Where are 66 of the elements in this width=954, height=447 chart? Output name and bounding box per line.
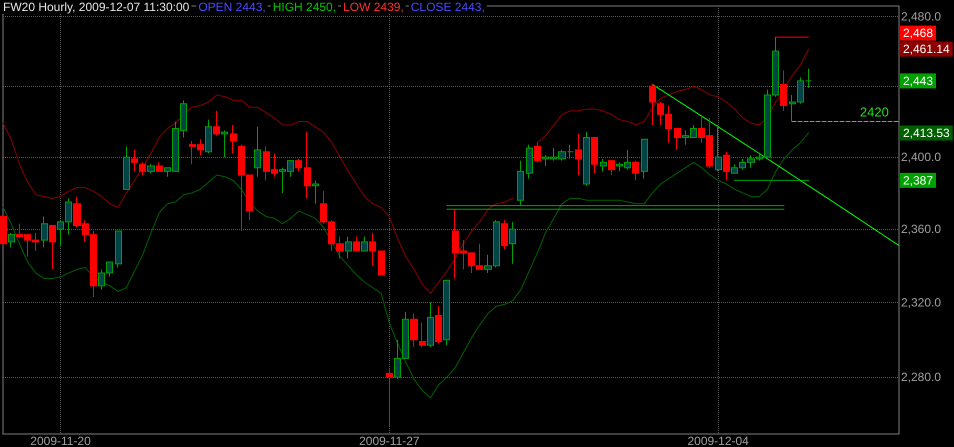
candlestick	[583, 132, 590, 186]
candlestick	[147, 164, 155, 174]
candlestick	[674, 128, 681, 150]
candlestick	[254, 126, 261, 178]
candlestick	[361, 236, 368, 252]
text: 2,468	[903, 26, 934, 40]
annotation: CLOSE 2443,	[410, 0, 485, 14]
candlestick	[312, 180, 319, 204]
candlestick	[8, 232, 15, 248]
candlestick	[632, 160, 639, 181]
candlestick	[723, 151, 730, 181]
text: 2,461.14	[903, 42, 950, 56]
line-series	[2, 132, 810, 398]
candlestick	[410, 313, 418, 348]
line-series	[652, 84, 900, 246]
candlestick	[345, 236, 352, 259]
chart-title: FW20 Hourly, 2009-12-07 11:30:00	[3, 0, 190, 14]
candlestick	[131, 149, 138, 172]
annotation: OPEN 2443,	[198, 0, 266, 14]
candlestick	[139, 162, 146, 176]
x-tick-label: 2009-12-04	[687, 434, 750, 447]
text: 2,387	[903, 173, 934, 188]
candlestick	[115, 230, 122, 268]
y-tick-label: 2,320.0	[901, 296, 942, 310]
y-tick-label: 2,480.0	[901, 9, 942, 24]
candlestick	[591, 136, 598, 174]
candlestick	[123, 146, 130, 190]
text: 2,443	[903, 74, 934, 88]
annotation: LOW 2439,	[343, 0, 404, 14]
candlestick	[608, 160, 615, 176]
candlestick	[780, 70, 787, 112]
candlestick	[427, 302, 434, 348]
candlestick	[600, 158, 607, 172]
candlestick	[205, 119, 212, 154]
text: 2,413.53	[903, 126, 950, 140]
x-tick-label: 2009-11-27	[359, 434, 420, 447]
y-tick-label: 2,360.0	[901, 222, 942, 236]
candlestick	[501, 220, 508, 250]
candlestick	[534, 142, 541, 163]
candlestick	[295, 158, 302, 172]
candlestick	[649, 84, 656, 126]
candlestick	[575, 133, 582, 176]
y-tick-label: 2,400.0	[901, 150, 942, 164]
candlestick	[419, 322, 426, 348]
candlestick	[49, 225, 56, 270]
candlestick	[353, 236, 360, 252]
candlestick	[443, 280, 450, 346]
annotation: HIGH 2450,	[272, 0, 336, 14]
data-label: 2420	[860, 104, 889, 120]
candlestick	[221, 130, 228, 158]
candlestick	[213, 110, 220, 136]
candlestick	[386, 369, 393, 427]
candlestick	[369, 232, 376, 266]
candlestick	[0, 216, 7, 244]
candlestick	[641, 138, 648, 180]
candlestick	[435, 306, 442, 344]
candlestick	[509, 221, 516, 264]
y-tick-label: 2,280.0	[901, 370, 942, 384]
x-tick-label: 2009-11-20	[30, 434, 92, 447]
candlestick	[526, 144, 533, 180]
candlestick	[41, 216, 48, 248]
candlestick	[156, 162, 163, 172]
candlestick	[230, 124, 237, 154]
candlestick	[378, 250, 385, 276]
candlestick	[304, 132, 311, 199]
candlestick	[715, 124, 722, 172]
